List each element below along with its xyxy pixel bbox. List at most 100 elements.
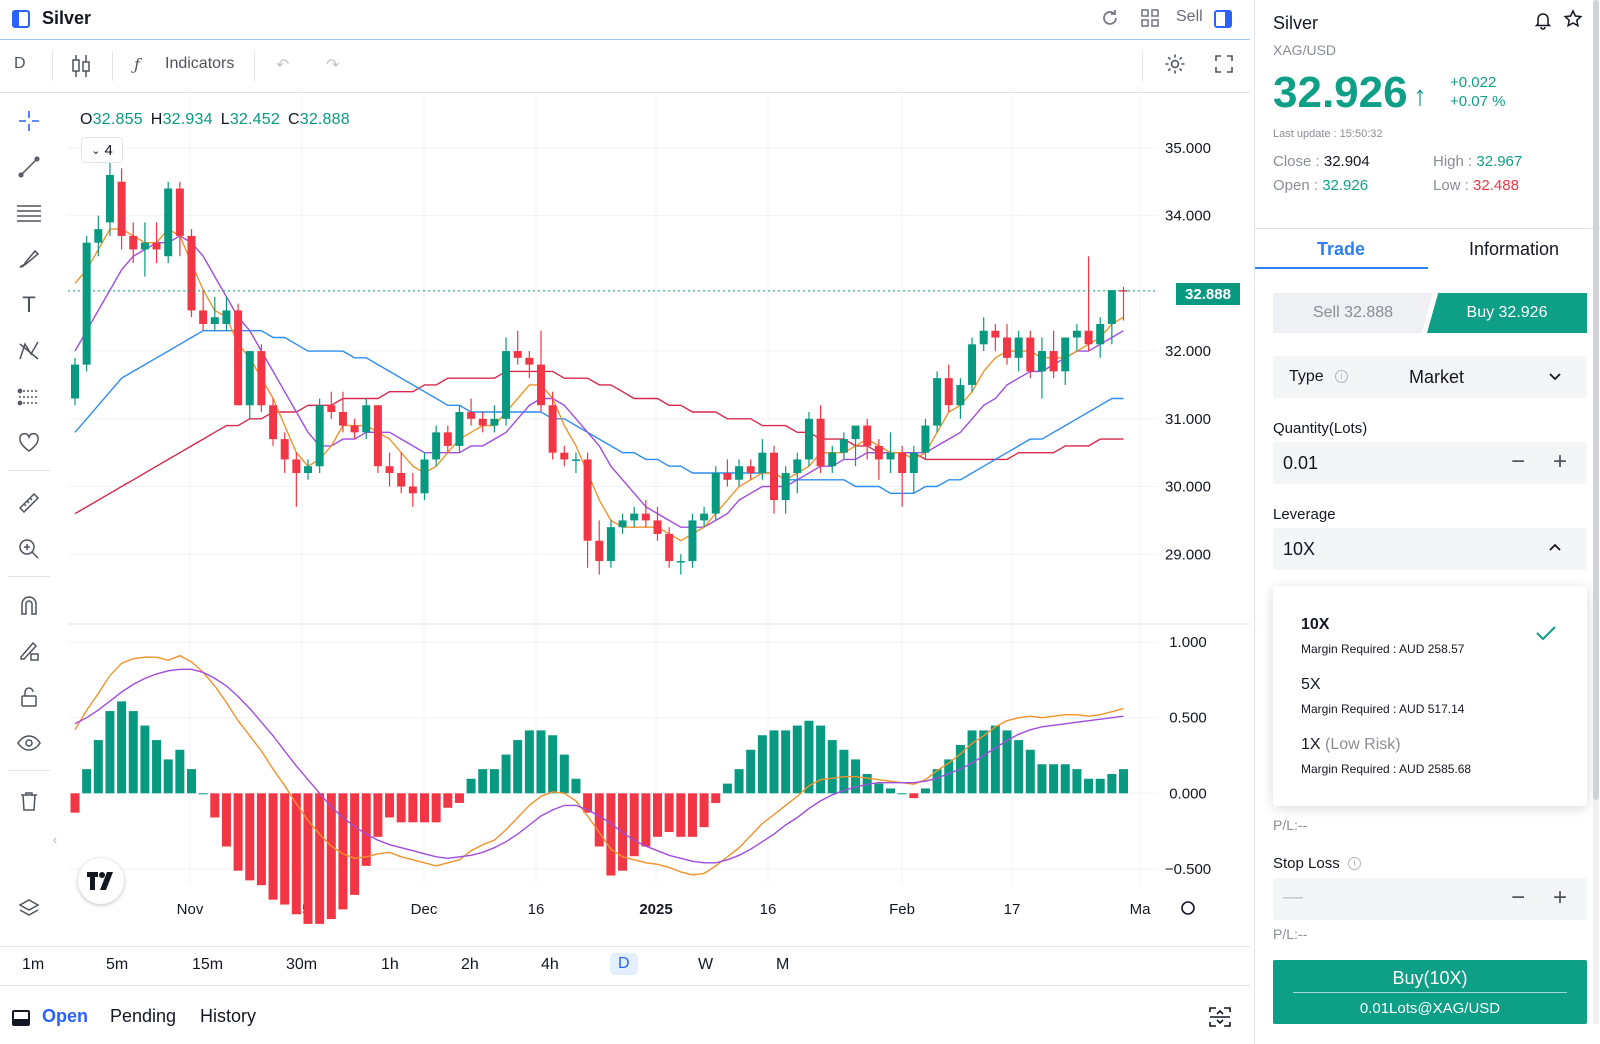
panel-scrollbar[interactable]	[1593, 0, 1599, 1024]
sell-toggle-label[interactable]: Sell	[1176, 8, 1203, 25]
timeframe-5m[interactable]: 5m	[106, 956, 129, 973]
chart-canvas[interactable]: 35.000 34.000 32.000 31.000 30.000 29.000 1.00…	[0, 94, 1250, 944]
up-arrow-icon: ↑	[1413, 80, 1427, 111]
candle-body	[164, 188, 173, 257]
unlock-icon[interactable]	[14, 682, 44, 712]
tab-history[interactable]: History	[200, 1006, 257, 1026]
leverage-option-10x[interactable]: 10X Margin Required : AUD 258.57	[1301, 616, 1464, 656]
eye-visibility-icon[interactable]	[14, 728, 44, 758]
crosshair-icon[interactable]	[14, 106, 44, 136]
candle-body	[909, 452, 918, 473]
buy-button[interactable]: Buy 32.926	[1427, 293, 1587, 333]
bell-icon[interactable]	[1533, 10, 1553, 35]
undo-icon[interactable]: ↶	[276, 57, 290, 74]
price-chart[interactable]: 35.000 34.000 32.000 31.000 30.000 29.000 1.00…	[0, 94, 1250, 944]
candle-body	[373, 405, 382, 467]
info-icon[interactable]: i	[1348, 857, 1361, 870]
stat-low-label: Low :	[1433, 177, 1474, 194]
pattern-icon[interactable]	[14, 336, 44, 366]
macd-histogram-bar	[268, 793, 278, 900]
layers-icon[interactable]	[14, 894, 44, 924]
leverage-select[interactable]: 10X	[1273, 528, 1587, 570]
fx-icon[interactable]: ƒ	[134, 55, 140, 74]
indicator-collapse-button[interactable]: ⌄ 4	[81, 137, 123, 163]
interval-button[interactable]: D	[14, 55, 26, 72]
timeframe-w[interactable]: W	[698, 956, 714, 973]
tab-trade[interactable]: Trade	[1317, 239, 1366, 259]
drawing-tools: T	[0, 94, 58, 944]
candle-body	[1084, 330, 1093, 345]
stop-loss-stepper[interactable]: — − +	[1273, 878, 1587, 920]
macd-histogram-bar	[606, 793, 616, 876]
fullscreen-icon[interactable]	[1214, 54, 1234, 79]
macd-histogram-bar	[1084, 778, 1094, 794]
leverage-label: Leverage	[1273, 506, 1336, 523]
layout-grid-icon[interactable]	[1140, 8, 1160, 34]
timeframe-m[interactable]: M	[776, 956, 790, 973]
stat-open-value: 32.926	[1322, 177, 1369, 194]
quantity-value[interactable]: 0.01	[1283, 453, 1319, 473]
plus-icon[interactable]: +	[1553, 884, 1568, 911]
collapse-left-icon[interactable]: ‹	[52, 831, 58, 847]
macd-histogram-bar	[1072, 769, 1082, 794]
favorites-heart-icon[interactable]	[14, 428, 44, 458]
tab-pending[interactable]: Pending	[110, 1006, 177, 1026]
info-icon[interactable]: i	[1335, 370, 1348, 383]
timeframe-4h[interactable]: 4h	[541, 956, 559, 973]
quantity-stepper[interactable]: 0.01 − +	[1273, 442, 1587, 484]
text-tool-icon[interactable]: T	[22, 292, 36, 317]
timeframe-15m[interactable]: 15m	[192, 956, 224, 973]
candle-body	[327, 405, 336, 413]
expand-panel-icon[interactable]	[1208, 1006, 1232, 1033]
candle-body	[513, 351, 522, 358]
minus-icon[interactable]: −	[1511, 884, 1526, 911]
tab-information[interactable]: Information	[1469, 239, 1560, 259]
leverage-option-5x[interactable]: 5X Margin Required : AUD 517.14	[1301, 676, 1464, 716]
timeframe-2h[interactable]: 2h	[461, 956, 479, 973]
ohlc-open-label: O	[80, 111, 93, 128]
order-type-select[interactable]: Type i Market	[1273, 356, 1587, 398]
macd-histogram-bar	[746, 749, 756, 794]
tab-open[interactable]: Open	[42, 1006, 89, 1026]
magnet-icon[interactable]	[14, 590, 44, 620]
macd-histogram-bar	[653, 793, 662, 837]
sidebar-toggle-icon[interactable]	[12, 10, 30, 28]
stop-loss-value[interactable]: —	[1283, 886, 1303, 908]
ma-purple-line	[74, 235, 1124, 528]
macd-histogram-bar	[990, 725, 1000, 794]
leverage-option-1x[interactable]: 1X (Low Risk) Margin Required : AUD 2585…	[1301, 736, 1471, 776]
trash-icon[interactable]	[14, 786, 44, 816]
buy-submit-button[interactable]: Buy(10X) 0.01Lots@XAG/USD	[1273, 960, 1587, 1024]
candles-icon[interactable]	[70, 53, 92, 84]
trend-line-icon[interactable]	[14, 152, 44, 182]
candle-body	[595, 540, 604, 562]
macd-histogram-bar	[82, 769, 92, 794]
stop-loss-pl: P/L:--	[1273, 926, 1308, 942]
refresh-icon[interactable]	[1100, 8, 1120, 34]
horizontal-lines-icon[interactable]	[14, 198, 44, 228]
timeframe-30m[interactable]: 30m	[286, 956, 318, 973]
stat-close-value: 32.904	[1323, 153, 1370, 170]
sell-button[interactable]: Sell 32.888	[1273, 293, 1433, 333]
brush-icon[interactable]	[14, 244, 44, 274]
terminal-icon[interactable]	[12, 1010, 30, 1026]
indicators-button[interactable]: Indicators	[165, 55, 235, 72]
timeframe-1m[interactable]: 1m	[22, 956, 45, 973]
minus-icon[interactable]: −	[1511, 448, 1526, 475]
plus-icon[interactable]: +	[1553, 448, 1568, 475]
candle-body	[851, 425, 860, 440]
lock-drawing-icon[interactable]	[14, 636, 44, 666]
zoom-in-icon[interactable]	[14, 534, 44, 564]
candle-body	[758, 452, 767, 473]
candle-body	[234, 310, 243, 406]
star-icon[interactable]	[1563, 9, 1583, 34]
timeframe-1h[interactable]: 1h	[381, 956, 399, 973]
redo-icon[interactable]: ↷	[326, 57, 340, 74]
tradingview-logo-icon[interactable]	[78, 858, 124, 904]
panel-toggle-icon[interactable]	[1214, 10, 1232, 28]
timeframe-d[interactable]: D	[610, 953, 638, 975]
settings-gear-icon[interactable]	[1164, 53, 1186, 80]
forecast-icon[interactable]	[14, 382, 44, 412]
leverage-option-name: 1X	[1301, 736, 1321, 753]
ruler-icon[interactable]	[14, 488, 44, 518]
